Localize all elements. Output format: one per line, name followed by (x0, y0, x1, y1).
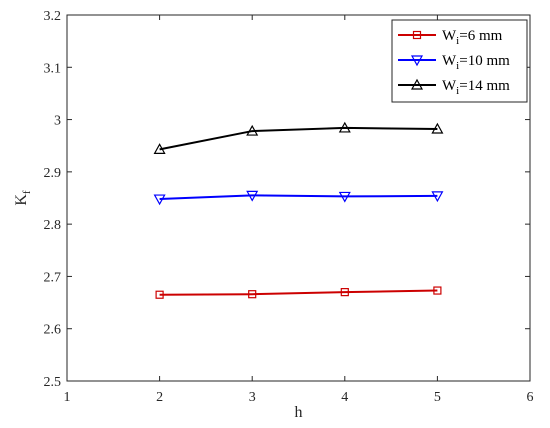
legend-label: Wi=14 mm (442, 78, 510, 97)
legend-marker (410, 78, 424, 90)
legend-item: Wi=14 mm (398, 78, 510, 97)
axis-ticks: 1 2 3 4 5 6 2.5 2.6 2.7 2.8 2.9 3 3.1 3.2 (44, 9, 534, 405)
series-3 (153, 121, 444, 154)
x-tick-label: 2 (156, 390, 163, 405)
legend-label-sub: i (456, 35, 459, 47)
legend-label-main: W (442, 78, 457, 94)
y-tick-label: 2.8 (44, 218, 62, 233)
series-line (159, 194, 438, 201)
legend-label-main: W (442, 28, 457, 44)
y-tick-label: 2.6 (44, 323, 62, 338)
data-point (433, 286, 442, 295)
data-point (155, 290, 164, 299)
legend-label-sub: i (456, 60, 459, 72)
y-tick-label: 2.5 (44, 375, 62, 390)
data-point (246, 124, 259, 136)
x-axis-label: h (295, 404, 303, 421)
y-tick-label: 3.1 (44, 61, 62, 76)
series-line (159, 126, 438, 151)
y-axis-label-sub: f (21, 190, 33, 194)
y-axis-label: K (13, 194, 30, 206)
series-line (159, 289, 438, 296)
data-point (153, 194, 166, 206)
legend-label: Wi=10 mm (442, 53, 510, 72)
data-point (338, 121, 351, 133)
data-point (246, 190, 259, 202)
data-point (153, 143, 166, 154)
data-point (248, 290, 257, 299)
series-layer (153, 121, 444, 299)
y-tick-label: 2.9 (44, 166, 62, 181)
legend-item: Wi=10 mm (398, 53, 510, 72)
x-tick-label: 6 (527, 390, 534, 405)
legend-label-rest: =10 mm (459, 53, 510, 69)
svg-text:Kf: Kf (13, 190, 33, 206)
x-tick-label: 3 (249, 390, 256, 405)
series-2 (153, 190, 444, 206)
y-tick-label: 3 (54, 114, 61, 129)
legend-label-main: W (442, 53, 457, 69)
legend-label-rest: =6 mm (459, 28, 502, 44)
data-point (340, 288, 349, 297)
data-point (338, 191, 351, 203)
legend-marker (412, 30, 422, 40)
y-tick-label: 3.2 (44, 9, 62, 24)
y-axis-label-group: Kf (13, 190, 33, 206)
data-point (431, 191, 444, 203)
legend-label: Wi=6 mm (442, 28, 503, 47)
legend-label-rest: =14 mm (459, 78, 510, 94)
x-tick-label: 5 (434, 390, 441, 405)
y-tick-label: 2.7 (44, 270, 62, 285)
data-point (431, 122, 444, 134)
legend-label-sub: i (456, 85, 459, 97)
legend-marker (410, 55, 424, 67)
legend-item: Wi=6 mm (398, 28, 503, 47)
series-1 (155, 286, 442, 299)
x-tick-label: 1 (64, 390, 71, 405)
x-tick-label: 4 (341, 390, 348, 405)
